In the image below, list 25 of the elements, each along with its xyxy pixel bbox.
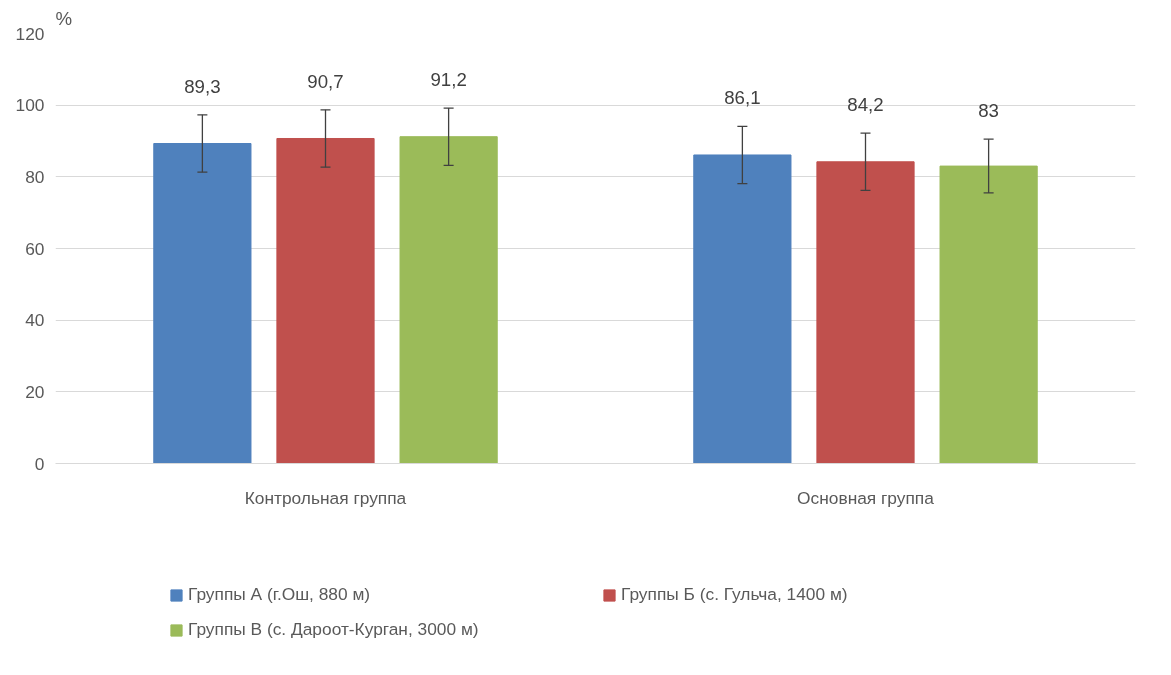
- x-tick-label: Основная группа: [797, 487, 935, 508]
- bar: [276, 137, 375, 464]
- data-label: 83: [978, 100, 1000, 122]
- bar: [399, 136, 498, 464]
- y-tick-label: 40: [25, 310, 45, 331]
- y-tick-label: 60: [25, 238, 45, 259]
- bar: [939, 165, 1038, 464]
- y-tick-label: 120: [15, 23, 45, 44]
- bar: [693, 154, 792, 464]
- data-label: 86,1: [724, 87, 761, 109]
- y-tick-label: 20: [25, 381, 45, 402]
- legend-label: Группы Б (с. Гульча, 1400 м): [621, 584, 849, 606]
- legend-label: Группы В (с. Дароот-Курган, 3000 м): [188, 619, 480, 641]
- data-label: 84,2: [847, 94, 884, 116]
- data-label: 91,2: [430, 69, 467, 91]
- y-tick-label: 0: [34, 453, 45, 474]
- data-label: 89,3: [184, 75, 221, 97]
- bar: [153, 143, 252, 464]
- bar: [816, 161, 915, 464]
- y-tick-label: 100: [15, 95, 45, 116]
- y-tick-label: 80: [25, 166, 45, 187]
- x-tick-label: Контрольная группа: [244, 487, 407, 508]
- legend-label: Группы А (г.Ош, 880 м): [188, 584, 372, 606]
- y-axis-title: %: [55, 7, 73, 29]
- data-label: 90,7: [307, 70, 344, 92]
